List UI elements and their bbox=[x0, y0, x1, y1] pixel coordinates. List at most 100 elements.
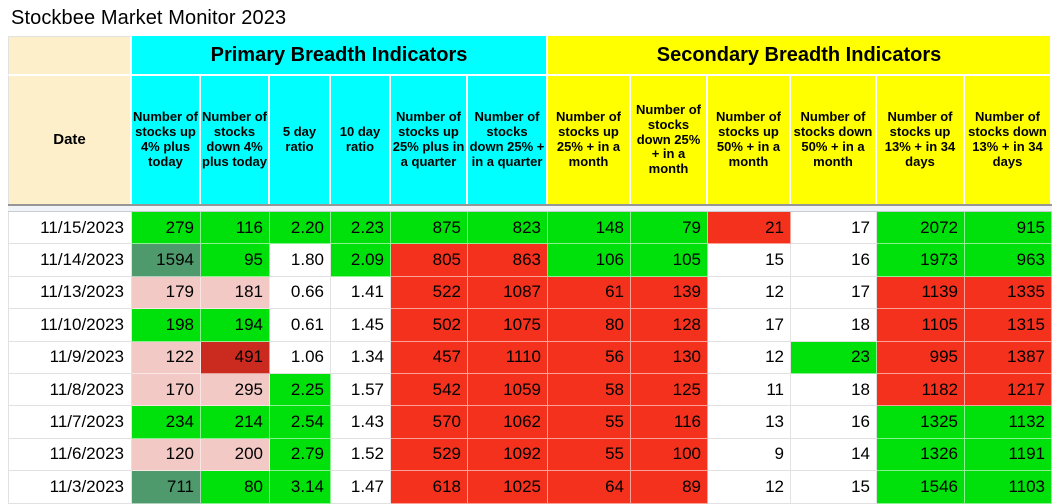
data-cell-up-50pct-month[interactable]: 11 bbox=[708, 373, 791, 407]
column-header-up-4pct-today[interactable]: Number of stocks up 4% plus today bbox=[132, 76, 201, 204]
data-cell-down-4pct-today[interactable]: 95 bbox=[201, 244, 270, 277]
data-cell-5-day-ratio[interactable]: 2.79 bbox=[270, 438, 331, 472]
data-cell-down-50pct-month[interactable]: 15 bbox=[791, 471, 877, 504]
column-header-down-25pct-month[interactable]: Number of stocks down 25% + in a month bbox=[631, 76, 708, 204]
column-header-5-day-ratio[interactable]: 5 day ratio bbox=[270, 76, 331, 204]
column-header-date[interactable]: Date bbox=[8, 76, 132, 204]
data-cell-down-25pct-month[interactable]: 139 bbox=[631, 276, 708, 310]
data-cell-up-25pct-quarter[interactable]: 542 bbox=[391, 373, 468, 407]
data-cell-up-4pct-today[interactable]: 179 bbox=[132, 276, 201, 310]
data-cell-up-4pct-today[interactable]: 120 bbox=[132, 438, 201, 472]
data-cell-down-4pct-today[interactable]: 214 bbox=[201, 406, 270, 439]
data-cell-down-25pct-quarter[interactable]: 863 bbox=[468, 244, 548, 277]
data-cell-up-25pct-month[interactable]: 58 bbox=[548, 373, 631, 407]
data-cell-up-50pct-month[interactable]: 15 bbox=[708, 244, 791, 277]
data-cell-up-13pct-34-days[interactable]: 1139 bbox=[877, 276, 965, 310]
data-cell-5-day-ratio[interactable]: 2.25 bbox=[270, 373, 331, 407]
data-cell-down-25pct-quarter[interactable]: 1092 bbox=[468, 438, 548, 472]
data-cell-5-day-ratio[interactable]: 2.54 bbox=[270, 406, 331, 439]
column-header-down-4pct-today[interactable]: Number of stocks down 4% plus today bbox=[201, 76, 270, 204]
data-cell-up-50pct-month[interactable]: 12 bbox=[708, 471, 791, 504]
data-cell-down-25pct-month[interactable]: 100 bbox=[631, 438, 708, 472]
data-cell-up-25pct-quarter[interactable]: 618 bbox=[391, 471, 468, 504]
data-cell-5-day-ratio[interactable]: 0.61 bbox=[270, 309, 331, 342]
data-cell-10-day-ratio[interactable]: 1.47 bbox=[331, 471, 391, 504]
data-cell-10-day-ratio[interactable]: 1.41 bbox=[331, 276, 391, 310]
data-cell-up-13pct-34-days[interactable]: 1182 bbox=[877, 373, 965, 407]
data-cell-5-day-ratio[interactable]: 2.20 bbox=[270, 212, 331, 245]
data-cell-down-25pct-quarter[interactable]: 1110 bbox=[468, 341, 548, 374]
data-cell-up-50pct-month[interactable]: 12 bbox=[708, 341, 791, 374]
column-header-up-25pct-quarter[interactable]: Number of stocks up 25% plus in a quarte… bbox=[391, 76, 468, 204]
data-cell-5-day-ratio[interactable]: 3.14 bbox=[270, 471, 331, 504]
column-header-up-25pct-month[interactable]: Number of stocks up 25% + in a month bbox=[548, 76, 631, 204]
data-cell-down-4pct-today[interactable]: 194 bbox=[201, 309, 270, 342]
data-cell-up-13pct-34-days[interactable]: 995 bbox=[877, 341, 965, 374]
column-header-up-50pct-month[interactable]: Number of stocks up 50% + in a month bbox=[708, 76, 791, 204]
data-cell-up-50pct-month[interactable]: 21 bbox=[708, 212, 791, 245]
data-cell-down-13pct-34-days[interactable]: 1387 bbox=[965, 341, 1052, 374]
data-cell-up-4pct-today[interactable]: 711 bbox=[132, 471, 201, 504]
data-cell-down-4pct-today[interactable]: 181 bbox=[201, 276, 270, 310]
column-header-down-50pct-month[interactable]: Number of stocks down 50% + in a month bbox=[791, 76, 877, 204]
data-cell-5-day-ratio[interactable]: 0.66 bbox=[270, 276, 331, 310]
data-cell-10-day-ratio[interactable]: 1.52 bbox=[331, 438, 391, 472]
data-cell-up-4pct-today[interactable]: 234 bbox=[132, 406, 201, 439]
data-cell-up-50pct-month[interactable]: 12 bbox=[708, 276, 791, 310]
date-cell[interactable]: 11/13/2023 bbox=[8, 276, 132, 310]
data-cell-5-day-ratio[interactable]: 1.80 bbox=[270, 244, 331, 277]
data-cell-up-4pct-today[interactable]: 122 bbox=[132, 341, 201, 374]
data-cell-up-25pct-quarter[interactable]: 875 bbox=[391, 212, 468, 245]
data-cell-up-25pct-month[interactable]: 106 bbox=[548, 244, 631, 277]
data-cell-down-4pct-today[interactable]: 116 bbox=[201, 212, 270, 245]
data-cell-down-25pct-month[interactable]: 130 bbox=[631, 341, 708, 374]
data-cell-down-13pct-34-days[interactable]: 1191 bbox=[965, 438, 1052, 472]
data-cell-up-4pct-today[interactable]: 170 bbox=[132, 373, 201, 407]
data-cell-5-day-ratio[interactable]: 1.06 bbox=[270, 341, 331, 374]
data-cell-down-13pct-34-days[interactable]: 1335 bbox=[965, 276, 1052, 310]
column-header-10-day-ratio[interactable]: 10 day ratio bbox=[331, 76, 391, 204]
data-cell-up-25pct-month[interactable]: 61 bbox=[548, 276, 631, 310]
data-cell-down-25pct-month[interactable]: 79 bbox=[631, 212, 708, 245]
data-cell-10-day-ratio[interactable]: 2.23 bbox=[331, 212, 391, 245]
data-cell-up-25pct-quarter[interactable]: 522 bbox=[391, 276, 468, 310]
data-cell-down-13pct-34-days[interactable]: 963 bbox=[965, 244, 1052, 277]
data-cell-down-50pct-month[interactable]: 16 bbox=[791, 406, 877, 439]
data-cell-up-25pct-month[interactable]: 80 bbox=[548, 309, 631, 342]
data-cell-down-25pct-month[interactable]: 128 bbox=[631, 309, 708, 342]
data-cell-down-13pct-34-days[interactable]: 1132 bbox=[965, 406, 1052, 439]
data-cell-up-13pct-34-days[interactable]: 1973 bbox=[877, 244, 965, 277]
data-cell-down-25pct-month[interactable]: 105 bbox=[631, 244, 708, 277]
data-cell-up-25pct-quarter[interactable]: 805 bbox=[391, 244, 468, 277]
data-cell-up-25pct-quarter[interactable]: 570 bbox=[391, 406, 468, 439]
data-cell-down-50pct-month[interactable]: 17 bbox=[791, 276, 877, 310]
data-cell-down-4pct-today[interactable]: 295 bbox=[201, 373, 270, 407]
date-corner-cell[interactable] bbox=[8, 36, 132, 76]
data-cell-up-50pct-month[interactable]: 9 bbox=[708, 438, 791, 472]
column-header-down-13pct-34-days[interactable]: Number of stocks down 13% + in 34 days bbox=[965, 76, 1052, 204]
data-cell-down-25pct-quarter[interactable]: 1062 bbox=[468, 406, 548, 439]
data-cell-down-50pct-month[interactable]: 16 bbox=[791, 244, 877, 277]
data-cell-down-25pct-quarter[interactable]: 1059 bbox=[468, 373, 548, 407]
data-cell-down-13pct-34-days[interactable]: 1103 bbox=[965, 471, 1052, 504]
data-cell-up-25pct-quarter[interactable]: 502 bbox=[391, 309, 468, 342]
data-cell-down-50pct-month[interactable]: 18 bbox=[791, 309, 877, 342]
data-cell-down-50pct-month[interactable]: 18 bbox=[791, 373, 877, 407]
data-cell-up-25pct-quarter[interactable]: 457 bbox=[391, 341, 468, 374]
data-cell-down-25pct-quarter[interactable]: 1087 bbox=[468, 276, 548, 310]
secondary-section-header[interactable]: Secondary Breadth Indicators bbox=[548, 36, 1052, 76]
column-header-up-13pct-34-days[interactable]: Number of stocks up 13% + in 34 days bbox=[877, 76, 965, 204]
data-cell-down-25pct-month[interactable]: 89 bbox=[631, 471, 708, 504]
data-cell-up-25pct-month[interactable]: 55 bbox=[548, 406, 631, 439]
data-cell-up-4pct-today[interactable]: 1594 bbox=[132, 244, 201, 277]
date-cell[interactable]: 11/3/2023 bbox=[8, 471, 132, 504]
data-cell-up-25pct-month[interactable]: 64 bbox=[548, 471, 631, 504]
data-cell-down-25pct-quarter[interactable]: 1075 bbox=[468, 309, 548, 342]
freeze-row-divider[interactable] bbox=[8, 204, 1052, 212]
data-cell-down-25pct-quarter[interactable]: 823 bbox=[468, 212, 548, 245]
data-cell-up-13pct-34-days[interactable]: 2072 bbox=[877, 212, 965, 245]
date-cell[interactable]: 11/15/2023 bbox=[8, 212, 132, 245]
data-cell-down-13pct-34-days[interactable]: 1315 bbox=[965, 309, 1052, 342]
data-cell-up-13pct-34-days[interactable]: 1326 bbox=[877, 438, 965, 472]
data-cell-down-25pct-month[interactable]: 116 bbox=[631, 406, 708, 439]
